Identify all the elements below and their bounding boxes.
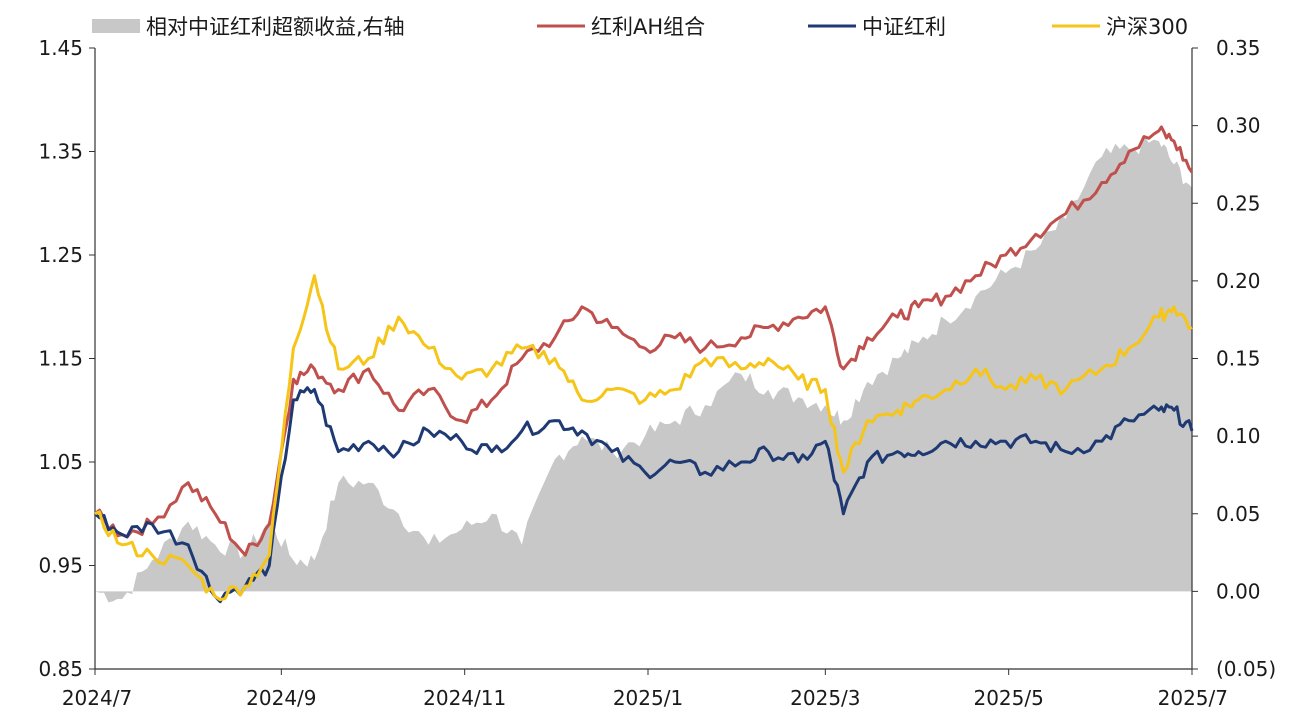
tick-labels-layer: 0.85 0.95 1.05 1.15 1.25 1.35 1.45 (0.05) 0.00 0.… [38,36,1276,710]
right-tick-label: 0.25 [1216,191,1261,215]
right-tick-label: (0.05) [1216,657,1276,681]
right-tick-label: 0.05 [1216,502,1261,526]
right-tick-label: 0.00 [1216,579,1261,603]
legend-label: 沪深300 [1106,15,1188,39]
legend-item-2: 中证红利 [808,15,946,39]
legend-item-1: 红利AH组合 [537,15,705,39]
legend-swatch-area [92,19,140,33]
legend-item-0: 相对中证红利超额收益,右轴 [92,15,405,39]
left-tick-label: 1.05 [38,450,83,474]
series-3-line [94,274,1193,602]
legend-label: 红利AH组合 [591,15,705,39]
x-tick-label: 2025/7 [1158,686,1228,710]
right-tick-label: 0.10 [1216,424,1261,448]
x-tick-label: 2025/1 [613,686,683,710]
legend-label: 相对中证红利超额收益,右轴 [146,15,405,39]
left-tick-label: 1.35 [38,140,83,164]
axes-layer [89,47,1198,675]
left-tick-label: 1.15 [38,347,83,371]
right-tick-label: 0.20 [1216,269,1261,293]
legend: 相对中证红利超额收益,右轴 红利AH组合 中证红利 沪深300 [92,15,1188,39]
x-tick-label: 2024/9 [246,686,316,710]
lines-layer [94,125,1194,604]
x-tick-label: 2025/3 [790,686,860,710]
right-tick-label: 0.15 [1216,347,1261,371]
series-2-line [94,386,1194,604]
left-tick-label: 1.25 [38,243,83,267]
x-tick-label: 2025/5 [973,686,1043,710]
left-tick-label: 0.85 [38,657,83,681]
left-tick-label: 1.45 [38,36,83,60]
legend-item-3: 沪深300 [1052,15,1188,39]
series-0-area-excess-return [95,136,1192,603]
left-tick-label: 0.95 [38,554,83,578]
right-tick-label: 0.35 [1216,36,1261,60]
x-tick-label: 2024/11 [423,686,506,710]
legend-label: 中证红利 [862,15,946,39]
area-layer [95,136,1192,603]
x-tick-label: 2024/7 [62,686,132,710]
right-tick-label: 0.30 [1216,114,1261,138]
